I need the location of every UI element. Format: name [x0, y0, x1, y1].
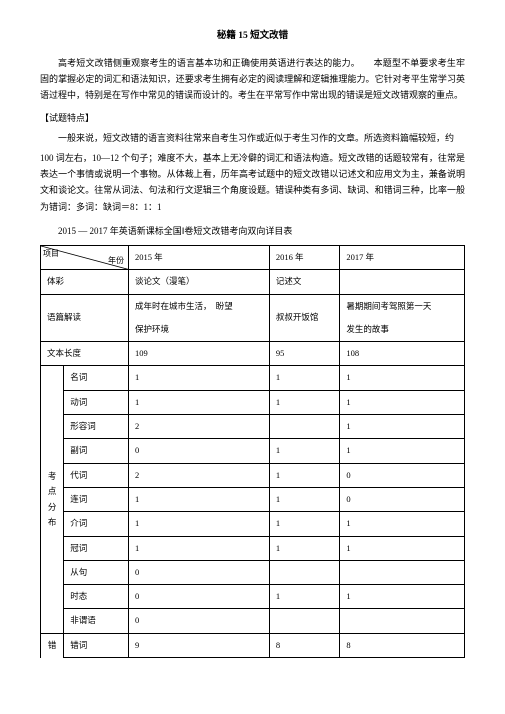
kd-9-b: 1: [269, 585, 340, 609]
kd-5-n: 连词: [64, 487, 129, 511]
doc-title: 秘籍 15 短文改错: [40, 28, 465, 45]
kd-8-b: [269, 560, 340, 584]
kd-10-b: [269, 609, 340, 633]
table-caption: 2015 — 2017 年英语新课标全国Ⅰ卷短文改错考向双向详目表: [40, 223, 465, 239]
kd-7-a: 1: [129, 536, 270, 560]
kd-0-n: 名词: [64, 366, 129, 390]
section-heading: 【试题特点】: [40, 110, 465, 126]
cuo-b: 8: [269, 633, 340, 657]
row-yupian-2016: 叔叔开饭馆: [269, 294, 340, 342]
cuo-group-label: 错: [41, 633, 64, 657]
analysis-table: 项目 年份 2015 年 2016 年 2017 年 体彩 谈论文（漫笔） 记述…: [40, 245, 465, 658]
row-yupian-label: 语篇解读: [41, 294, 129, 342]
row-yupian-2015b: 保护环境: [129, 318, 270, 342]
kd-3-b: 1: [269, 439, 340, 463]
cuo-row-label: 错词: [64, 633, 129, 657]
kd-10-c: [340, 609, 465, 633]
kd-1-c: 1: [340, 390, 465, 414]
row-ticai-2017: [340, 270, 465, 294]
kd-10-a: 0: [129, 609, 270, 633]
section-para-1: 一般来说，短文改错的语言资料往常来自考生习作或近似于考生习作的文章。所选资料篇幅…: [40, 130, 465, 146]
kd-10-n: 非谓语: [64, 609, 129, 633]
kd-3-c: 1: [340, 439, 465, 463]
kd-3-n: 副词: [64, 439, 129, 463]
row-ticai-label: 体彩: [41, 270, 129, 294]
header-2016: 2016 年: [269, 245, 340, 269]
kd-0-b: 1: [269, 366, 340, 390]
kd-7-c: 1: [340, 536, 465, 560]
row-wenben-2015: 109: [129, 342, 270, 366]
kd-3-a: 0: [129, 439, 270, 463]
cuo-c: 8: [340, 633, 465, 657]
kd-4-n: 代词: [64, 463, 129, 487]
header-2015: 2015 年: [129, 245, 270, 269]
kd-1-a: 1: [129, 390, 270, 414]
kd-8-n: 从句: [64, 560, 129, 584]
kd-4-b: 1: [269, 463, 340, 487]
kd-0-a: 1: [129, 366, 270, 390]
row-wenben-label: 文本长度: [41, 342, 129, 366]
section-para-2: 100 词左右，10—12 个句子；难度不大，基本上无冷僻的词汇和语法构造。短文…: [40, 150, 465, 215]
row-ticai-2015: 谈论文（漫笔）: [129, 270, 270, 294]
cuo-a: 9: [129, 633, 270, 657]
kd-8-c: [340, 560, 465, 584]
kd-6-a: 1: [129, 512, 270, 536]
intro-paragraph: 高考短文改错侧重观察考生的语言基本功和正确使用英语进行表达的能力。 本题型不单要…: [40, 55, 465, 104]
kd-9-c: 1: [340, 585, 465, 609]
row-ticai-2016: 记述文: [269, 270, 340, 294]
kd-4-c: 0: [340, 463, 465, 487]
kd-1-n: 动词: [64, 390, 129, 414]
row-wenben-2017: 108: [340, 342, 465, 366]
kd-7-b: 1: [269, 536, 340, 560]
header-year: 年份: [108, 254, 124, 268]
kd-2-c: 1: [340, 415, 465, 439]
row-wenben-2016: 95: [269, 342, 340, 366]
kd-4-a: 2: [129, 463, 270, 487]
kd-9-a: 0: [129, 585, 270, 609]
kd-6-n: 介词: [64, 512, 129, 536]
header-item-year: 项目 年份: [41, 245, 129, 269]
kd-2-a: 2: [129, 415, 270, 439]
kaodian-group-label: 考点分布: [41, 366, 64, 633]
row-yupian-2017b: 发生的故事: [340, 318, 465, 342]
kd-2-n: 形容词: [64, 415, 129, 439]
header-item: 项目: [43, 247, 59, 261]
header-2017: 2017 年: [340, 245, 465, 269]
kd-5-a: 1: [129, 487, 270, 511]
kd-0-c: 1: [340, 366, 465, 390]
kd-5-b: 1: [269, 487, 340, 511]
kd-6-b: 1: [269, 512, 340, 536]
kd-7-n: 冠词: [64, 536, 129, 560]
kd-8-a: 0: [129, 560, 270, 584]
kd-5-c: 0: [340, 487, 465, 511]
row-yupian-2015a: 成年时在城市生活， 盼望: [129, 294, 270, 318]
kd-2-b: [269, 415, 340, 439]
row-yupian-2017a: 暑期期间考驾照第一天: [340, 294, 465, 318]
kd-6-c: 1: [340, 512, 465, 536]
kd-9-n: 时态: [64, 585, 129, 609]
kd-1-b: 1: [269, 390, 340, 414]
